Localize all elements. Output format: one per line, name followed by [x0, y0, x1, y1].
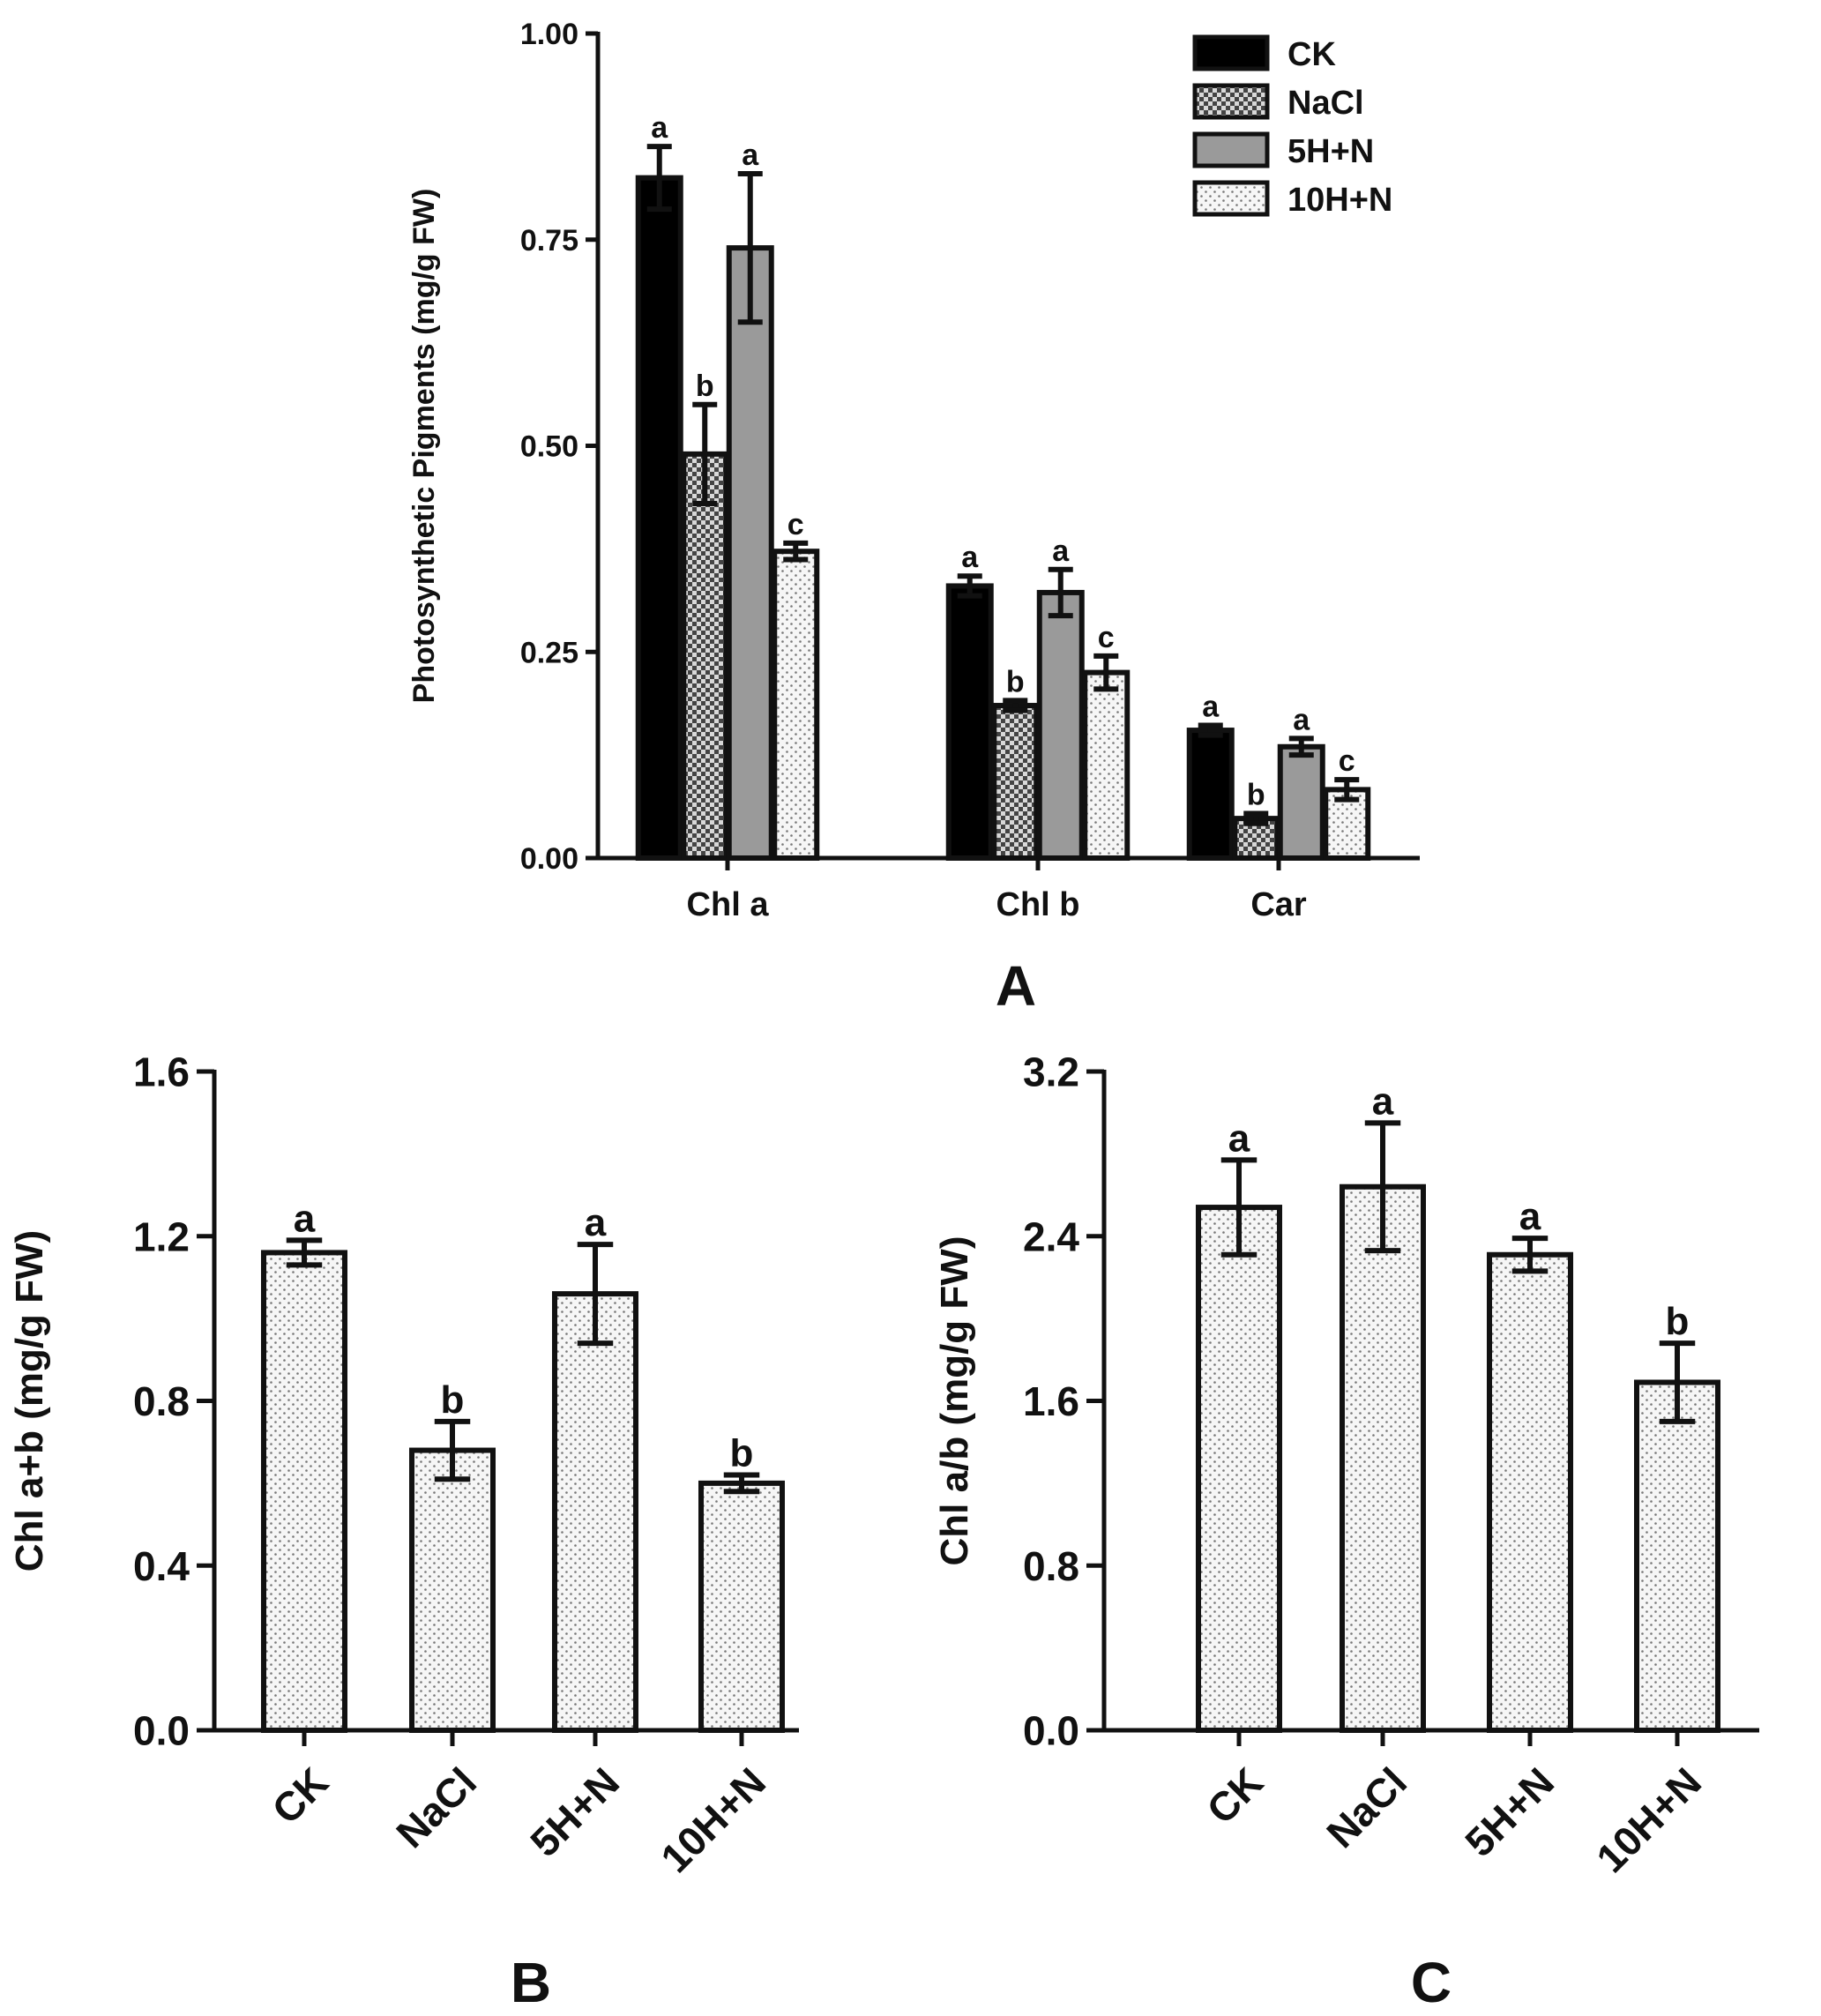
significance-letter: b	[1666, 1300, 1690, 1343]
y-tick-label: 0.25	[520, 636, 578, 669]
legend-swatch	[1192, 34, 1270, 71]
y-axis-title: Photosynthetic Pigments (mg/g FW)	[407, 189, 441, 704]
significance-letter: b	[1247, 779, 1265, 812]
x-tick-label: 5H+N	[521, 1758, 628, 1865]
significance-letter: a	[1052, 534, 1070, 568]
y-tick-label: 3.2	[1023, 1049, 1079, 1095]
bar	[698, 1480, 785, 1733]
bar	[681, 451, 729, 861]
significance-letter: a	[961, 541, 979, 574]
significance-letter: c	[787, 508, 804, 541]
x-tick-label: Car	[1250, 886, 1307, 923]
significance-letter: a	[1519, 1195, 1541, 1238]
x-tick-label: CK	[1198, 1758, 1272, 1833]
legend-label: 5H+N	[1287, 133, 1374, 170]
y-tick-label: 0.8	[1023, 1543, 1079, 1589]
significance-letter: c	[1339, 744, 1355, 778]
bar	[261, 1250, 347, 1734]
bar	[635, 175, 683, 861]
x-tick-label: Chl b	[996, 886, 1080, 923]
x-tick-label: NaCl	[387, 1758, 485, 1856]
legend-swatch	[1192, 131, 1270, 168]
significance-letter: a	[1228, 1116, 1250, 1160]
panel-label: B	[511, 1951, 551, 2014]
significance-letter: b	[696, 370, 714, 403]
x-tick-label: 10H+N	[652, 1758, 774, 1881]
significance-letter: a	[1202, 690, 1220, 723]
significance-letter: a	[742, 138, 759, 172]
bar	[1036, 589, 1085, 861]
y-tick-label: 0.75	[520, 224, 578, 258]
bar	[1634, 1379, 1720, 1733]
bar	[726, 245, 774, 862]
panel-a-chart: 0.00 0.25 0.50 0.75 1.00 Photosynthetic Pigme…	[407, 18, 1420, 1018]
x-tick-label: 5H+N	[1456, 1758, 1563, 1865]
legend-label: NaCl	[1287, 85, 1364, 122]
significance-letter: a	[1372, 1079, 1394, 1123]
panel-label: C	[1411, 1951, 1452, 2014]
bar	[772, 549, 820, 861]
significance-letter: b	[441, 1378, 465, 1422]
panel-c-chart: 0.0 0.8 1.6 2.4 3.2 Chl a/b (mg/g FW) a CK a NaCl…	[933, 1049, 1759, 2014]
bar	[945, 583, 994, 861]
bar	[991, 703, 1040, 862]
y-tick-label: 1.6	[1023, 1378, 1079, 1424]
y-axis-title: Chl a/b (mg/g FW)	[933, 1236, 976, 1566]
y-tick-label: 0.0	[133, 1708, 190, 1754]
y-tick-label: 1.2	[133, 1213, 190, 1259]
panel-b-chart: 0.0 0.4 0.8 1.2 1.6 Chl a+b (mg/g FW) a CK b NaCl…	[8, 1049, 799, 2014]
y-tick-label: 0.0	[1023, 1708, 1079, 1754]
x-tick-label: NaCl	[1317, 1758, 1415, 1856]
legend: CK NaCl 5H+N 10H+N	[1192, 34, 1392, 219]
legend-label: CK	[1287, 36, 1336, 73]
legend-swatch	[1192, 83, 1270, 120]
legend-swatch	[1192, 180, 1270, 217]
significance-letter: a	[651, 111, 668, 145]
significance-letter: b	[730, 1432, 754, 1475]
x-tick-label: Chl a	[687, 886, 770, 923]
bar	[1340, 1183, 1426, 1733]
bar	[1186, 728, 1235, 862]
y-axis-title: Chl a+b (mg/g FW)	[8, 1230, 51, 1572]
y-tick-label: 2.4	[1023, 1213, 1079, 1259]
significance-letter: a	[585, 1201, 607, 1244]
x-tick-label: CK	[263, 1758, 337, 1833]
bar	[1277, 743, 1325, 862]
significance-letter: a	[1293, 703, 1310, 736]
y-tick-label: 1.6	[133, 1049, 190, 1095]
bar	[552, 1291, 638, 1734]
bar	[1196, 1205, 1282, 1733]
y-tick-label: 0.4	[133, 1543, 190, 1589]
legend-label: 10H+N	[1287, 182, 1392, 219]
x-tick-label: 10H+N	[1587, 1758, 1710, 1881]
y-tick-label: 0.8	[133, 1378, 190, 1424]
significance-letter: b	[1006, 665, 1025, 698]
bar	[409, 1447, 496, 1734]
panel-label: A	[996, 954, 1036, 1018]
bar	[1487, 1251, 1573, 1733]
significance-letter: c	[1098, 621, 1115, 654]
significance-letter: a	[294, 1197, 316, 1240]
y-tick-label: 0.50	[520, 430, 578, 464]
y-tick-label: 0.00	[520, 842, 578, 876]
y-tick-label: 1.00	[520, 18, 578, 51]
bar	[1082, 669, 1131, 861]
